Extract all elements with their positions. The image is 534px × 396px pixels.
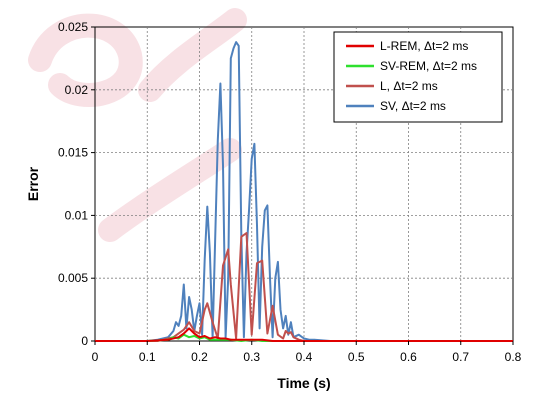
x-tick-label: 0.5 (348, 350, 365, 364)
legend-items: L-REM, Δt=2 ms SV-REM, Δt=2 ms L, Δt=2 ms S… (346, 39, 477, 113)
x-tick-label: 0.7 (452, 350, 469, 364)
y-tick-label: 0.02 (65, 83, 89, 97)
legend-label-2: L, Δt=2 ms (380, 79, 438, 93)
x-tick-label: 0.6 (400, 350, 417, 364)
x-tick-label: 0.3 (243, 350, 260, 364)
x-tick-label: 0 (92, 350, 99, 364)
y-tick-label: 0.015 (58, 146, 88, 160)
y-tick-labels: 0 0.005 0.01 0.015 0.02 0.025 (58, 20, 95, 348)
series-line-0 (95, 327, 513, 342)
x-tick-label: 0.4 (296, 350, 313, 364)
y-tick-label: 0.005 (58, 271, 88, 285)
watermark-graphic (28, 8, 247, 242)
x-axis-title: Time (s) (277, 375, 330, 391)
x-tick-labels: 0 0.1 0.2 0.3 0.4 0.5 0.6 0.7 0.8 (92, 341, 522, 364)
y-tick-label: 0.025 (58, 20, 88, 34)
series-lines (95, 41, 513, 342)
x-tick-label: 0.1 (139, 350, 156, 364)
x-tick-label: 0.8 (505, 350, 522, 364)
x-tick-label: 0.2 (191, 350, 208, 364)
legend-label-3: SV, Δt=2 ms (380, 99, 446, 113)
series-line-3 (95, 41, 513, 342)
legend-label-0: L-REM, Δt=2 ms (380, 39, 468, 53)
y-tick-label: 0 (81, 334, 88, 348)
y-tick-label: 0.01 (65, 208, 89, 222)
y-axis-title: Error (25, 166, 41, 201)
legend: L-REM, Δt=2 ms SV-REM, Δt=2 ms L, Δt=2 ms S… (333, 31, 503, 123)
legend-label-1: SV-REM, Δt=2 ms (380, 59, 477, 73)
